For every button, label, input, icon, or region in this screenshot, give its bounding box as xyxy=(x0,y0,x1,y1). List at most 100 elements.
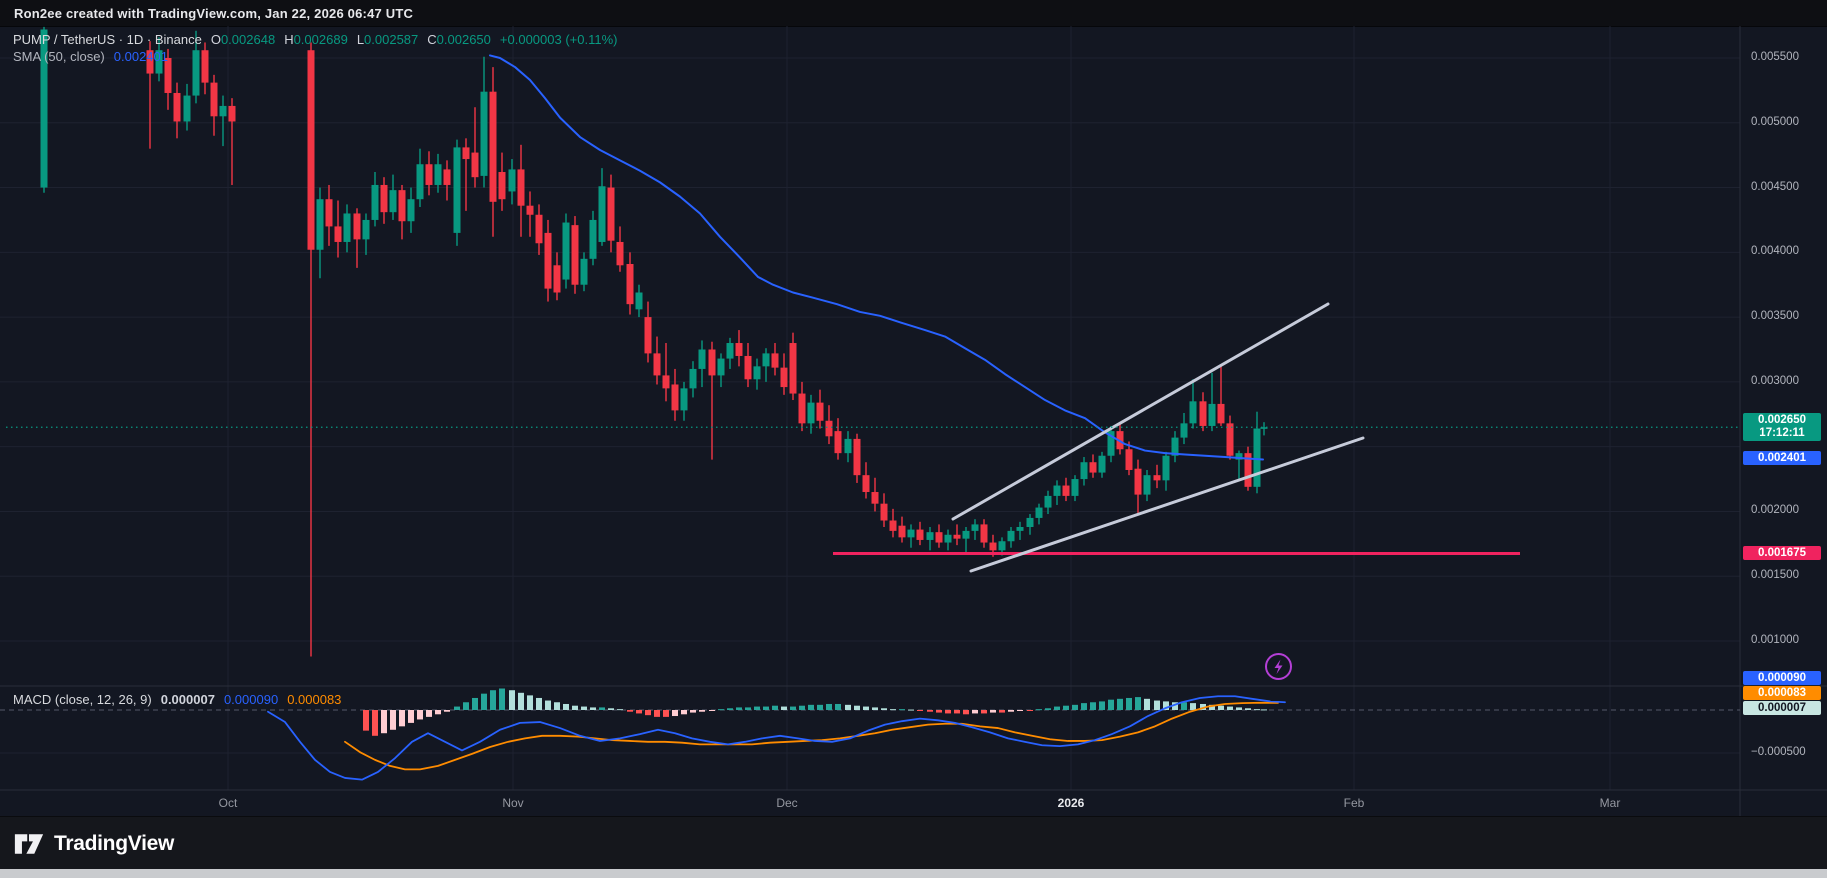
macd-histogram-bar xyxy=(399,710,405,727)
macd-histogram-bar xyxy=(899,709,905,711)
macd-histogram-bar xyxy=(972,710,978,714)
candle-body xyxy=(717,358,725,376)
sma-line[interactable] xyxy=(489,54,1264,461)
symbol-title: PUMP / TetherUS · 1D · Binance xyxy=(13,32,202,47)
candle-body xyxy=(834,431,842,454)
macd-histogram-bar xyxy=(408,710,414,723)
upper-trendline[interactable] xyxy=(951,302,1330,521)
candle-body xyxy=(780,367,788,388)
candle-body xyxy=(935,532,943,543)
macd-histogram-bar xyxy=(527,695,533,710)
macd-legend-row[interactable]: MACD (close, 12, 26, 9) 0.000007 0.00009… xyxy=(13,691,341,708)
macd-histogram-bar xyxy=(381,710,387,734)
price-axis-label: 0.003500 xyxy=(1751,310,1799,323)
candle-body xyxy=(389,190,397,213)
price-axis-label: 0.002000 xyxy=(1751,504,1799,517)
candle-body xyxy=(398,190,406,222)
macd-histogram-bar xyxy=(790,706,796,710)
candle-body xyxy=(1171,437,1179,456)
macd-histogram-bar xyxy=(781,706,787,710)
candle-body xyxy=(1208,403,1216,426)
macd-histogram-bar xyxy=(563,703,569,710)
candle-body xyxy=(626,263,634,305)
candle-body xyxy=(316,199,324,250)
candle-body xyxy=(526,205,534,215)
candle-body xyxy=(1089,462,1097,473)
macd-histogram-bar xyxy=(1063,705,1069,710)
macd-histogram-bar xyxy=(627,710,633,712)
candle-body xyxy=(544,232,552,289)
macd-histogram-bar xyxy=(799,705,805,710)
candle-body xyxy=(1007,530,1015,542)
candle-body xyxy=(1035,507,1043,518)
macd-histogram-bar xyxy=(808,704,814,710)
price-axis-label: 0.001000 xyxy=(1751,634,1799,646)
candle-body xyxy=(307,50,315,250)
macd-histogram-bar xyxy=(1261,709,1267,711)
candle-body xyxy=(989,542,997,551)
candle-body xyxy=(562,222,570,280)
sma-price-badge: 0.002401 xyxy=(1743,451,1821,466)
macd-histogram-bar xyxy=(454,706,460,710)
macd-histogram-bar xyxy=(872,707,878,710)
lower-trendline[interactable] xyxy=(969,436,1365,573)
macd-histogram-bar xyxy=(663,710,669,717)
candle-body xyxy=(653,353,661,376)
macd-axis-label: −0.000500 xyxy=(1751,746,1806,758)
macd-histogram-bar xyxy=(1181,702,1187,710)
macd-histogram-bar xyxy=(518,692,524,710)
candle-body xyxy=(1199,401,1207,426)
macd-histogram-bar xyxy=(1209,704,1215,710)
candle-body xyxy=(183,95,191,122)
candle-body xyxy=(844,438,852,454)
macd-histogram-bar xyxy=(1008,710,1014,712)
macd-histogram-bar xyxy=(554,702,560,710)
time-axis-label-nov: Nov xyxy=(502,796,524,810)
macd-histogram-bar xyxy=(681,710,687,715)
candle-body xyxy=(680,388,688,411)
macd-line-value: 0.000090 xyxy=(223,692,279,707)
price-axis-label: 0.004000 xyxy=(1751,245,1799,258)
candle-body xyxy=(571,225,579,285)
candle-body xyxy=(1071,479,1079,496)
candle-body xyxy=(789,343,797,394)
support-price-badge: 0.001675 xyxy=(1743,545,1821,560)
macd-histogram-bar xyxy=(481,693,487,710)
candle-body xyxy=(173,92,181,122)
macd-histogram-bar xyxy=(1190,703,1196,710)
candle-body xyxy=(698,349,706,369)
macd-histogram-bar xyxy=(699,710,705,712)
candle-body xyxy=(1125,449,1133,470)
time-axis-label-2026: 2026 xyxy=(1057,796,1085,810)
macd-histogram-bar xyxy=(936,710,942,713)
candle-body xyxy=(1107,431,1115,456)
macd-histogram-bar xyxy=(1117,698,1123,710)
time-axis[interactable]: Oct Nov Dec 2026 Feb Mar xyxy=(0,790,1740,816)
symbol-legend-row[interactable]: PUMP / TetherUS · 1D · Binance O0.002648… xyxy=(13,31,617,48)
price-axis[interactable]: 0.002650 17:12:11 0.002401 0.001675 0.00… xyxy=(1741,26,1827,790)
macd-histogram-bar xyxy=(645,710,651,716)
macd-histogram-bar xyxy=(636,710,642,714)
candle-body xyxy=(635,292,643,310)
candle-body xyxy=(735,343,743,356)
macd-histogram-bar xyxy=(536,697,542,710)
chart-legend: PUMP / TetherUS · 1D · Binance O0.002648… xyxy=(13,31,617,65)
macd-histogram-bar xyxy=(981,710,987,714)
macd-histogram-bar xyxy=(617,709,623,711)
price-axis-label: 0.001500 xyxy=(1751,569,1799,582)
macd-histogram-bar xyxy=(1126,697,1132,710)
candle-body xyxy=(1143,475,1151,495)
candle-body xyxy=(553,265,561,293)
sma-legend-row[interactable]: SMA (50, close) 0.002401 xyxy=(13,48,617,65)
candle-body xyxy=(219,105,227,117)
candle-body xyxy=(926,532,934,540)
boost-lightning-button[interactable] xyxy=(1263,651,1294,682)
macd-hist-badge: 0.000007 xyxy=(1743,701,1821,715)
candle-body xyxy=(489,91,497,202)
macd-histogram-bar xyxy=(1154,700,1160,710)
macd-histogram-bar xyxy=(709,710,715,711)
tradingview-logo-icon[interactable] xyxy=(14,831,44,857)
tradingview-wordmark[interactable]: TradingView xyxy=(54,831,175,855)
macd-histogram-bar xyxy=(435,710,441,715)
